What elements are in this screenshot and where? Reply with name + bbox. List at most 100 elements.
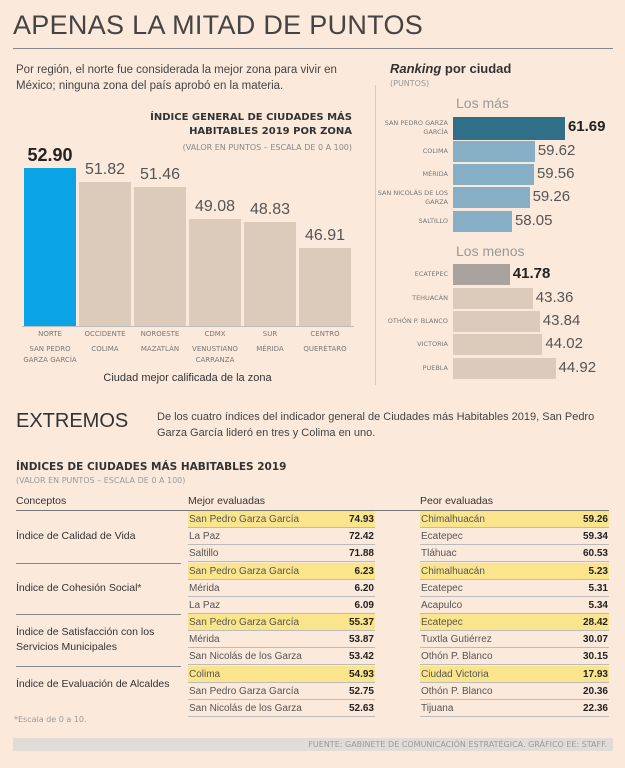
zone-bar xyxy=(134,187,186,326)
ranking-bar-value: 43.36 xyxy=(535,289,574,306)
concept-label: Índice de Calidad de Vida xyxy=(16,530,136,542)
ranking-city-label: SALTILLO xyxy=(418,217,448,225)
best-row: Mérida 53.87 xyxy=(188,631,375,648)
worst-value: 22.36 xyxy=(582,702,608,714)
worst-city: Ciudad Victoria xyxy=(421,668,489,680)
ranking-title-italic: Ranking xyxy=(390,61,442,76)
group-label-1: Los menos xyxy=(456,243,525,259)
ranking-bar xyxy=(453,358,556,379)
best-city: San Nicolás de los Garza xyxy=(189,702,302,714)
zone-category-label: CDMX xyxy=(204,330,226,338)
best-row: San Nicolás de los Garza 53.42 xyxy=(188,648,375,665)
group-label-0: Los más xyxy=(456,95,509,111)
zone-bar-value: 51.46 xyxy=(139,166,181,184)
title-rule xyxy=(13,48,613,49)
best-value: 55.37 xyxy=(348,617,374,628)
worst-row: Acapulco 5.34 xyxy=(420,597,609,614)
zone-bar-value: 51.82 xyxy=(84,161,126,179)
ranking-bar xyxy=(453,187,530,208)
zone-city-label: QUERÉTARO xyxy=(303,345,347,353)
extremos-title: EXTREMOS xyxy=(16,410,129,432)
ranking-bar xyxy=(453,141,535,162)
group-rule xyxy=(16,614,181,615)
zone-axis xyxy=(22,326,354,327)
ranking-city-label: ECATEPEC xyxy=(414,270,448,278)
worst-city: Chimalhuacán xyxy=(421,514,485,525)
worst-value: 60.53 xyxy=(582,548,608,559)
ranking-city-label: MÉRIDA xyxy=(422,170,449,178)
worst-row: Tláhuac 60.53 xyxy=(420,545,609,562)
zone-city-label: MÉRIDA xyxy=(256,345,284,353)
worst-value: 5.31 xyxy=(588,582,608,594)
best-row: La Paz 72.42 xyxy=(188,528,375,545)
ranking-bar xyxy=(453,334,543,355)
extremos-description: De los cuatro índices del indicador gene… xyxy=(157,411,595,439)
worst-value: 30.07 xyxy=(582,634,608,645)
worst-row: Ciudad Victoria 17.93 xyxy=(420,665,609,683)
zone-category-label: SUR xyxy=(262,330,278,338)
ranking-bar xyxy=(453,264,510,285)
section-divider xyxy=(375,85,376,385)
ranking-bar-value: 44.92 xyxy=(558,359,597,376)
worst-city: Ecatepec xyxy=(421,617,463,628)
best-value: 72.42 xyxy=(348,531,374,542)
best-city: Saltillo xyxy=(189,548,219,559)
ranking-title: Ranking por ciudad xyxy=(390,61,511,76)
best-row: Colima 54.93 xyxy=(188,665,375,683)
ranking-bar-value: 61.69 xyxy=(567,118,606,135)
worst-city: Othón P. Blanco xyxy=(421,651,493,662)
best-value: 52.63 xyxy=(348,702,374,714)
ranking-bar xyxy=(453,117,565,140)
worst-row: Chimalhuacán 5.23 xyxy=(420,562,609,580)
zone-category-label: CENTRO xyxy=(310,330,340,338)
ranking-city-label: SAN NICOLÁS DE LOS GARZA xyxy=(377,189,448,206)
zone-bar xyxy=(299,247,351,326)
concept-label: Índice de Evaluación de Alcaldes xyxy=(16,677,170,690)
best-city: San Pedro Garza García xyxy=(189,617,300,628)
worst-row: Tuxtla Gutiérrez 30.07 xyxy=(420,631,609,648)
zone-bar xyxy=(244,222,296,326)
ranking-bar xyxy=(453,288,533,309)
best-city: Mérida xyxy=(189,634,220,645)
ranking-bar xyxy=(453,164,534,185)
best-city: San Pedro Garza García xyxy=(189,514,300,525)
zone-chart-subtitle: (VALOR EN PUNTOS – ESCALA DE 0 A 100) xyxy=(182,143,352,152)
worst-row: Othón P. Blanco 30.15 xyxy=(420,648,609,665)
ranking-bar-value: 41.78 xyxy=(512,265,551,282)
best-city: San Pedro Garza García xyxy=(189,565,300,577)
worst-city: Tuxtla Gutiérrez xyxy=(421,634,492,645)
best-city: Colima xyxy=(189,668,221,680)
concept-label: Índice de Cohesión Social* xyxy=(16,581,142,594)
worst-city: Othón P. Blanco xyxy=(421,685,493,697)
worst-value: 30.15 xyxy=(582,651,608,662)
worst-row: Ecatepec 28.42 xyxy=(420,614,609,631)
worst-value: 5.23 xyxy=(588,565,608,577)
ranking-bar xyxy=(453,211,512,232)
ranking-city-label: COLIMA xyxy=(422,147,448,155)
best-row: Mérida 6.20 xyxy=(188,580,375,597)
best-row: Saltillo 71.88 xyxy=(188,545,375,562)
zone-bar-value: 49.08 xyxy=(194,197,236,215)
ranking-bar xyxy=(453,311,540,332)
best-value: 6.09 xyxy=(354,599,374,611)
best-value: 54.93 xyxy=(348,668,374,680)
table-title: ÍNDICES DE CIUDADES MÁS HABITABLES 2019 xyxy=(16,461,287,473)
page-title: APENAS LA MITAD DE PUNTOS xyxy=(13,10,424,40)
header-mejor: Mejor evaluadas xyxy=(188,495,266,507)
concept-label: Índice de Satisfacción con los Servicios… xyxy=(16,626,155,653)
best-value: 52.75 xyxy=(348,685,374,697)
zone-bar-value: 46.91 xyxy=(304,226,346,244)
zone-category-label: OCCIDENTE xyxy=(84,330,126,338)
ranking-bar-value: 44.02 xyxy=(545,335,583,352)
worst-row: Ecatepec 5.31 xyxy=(420,580,609,597)
best-value: 71.88 xyxy=(348,548,374,559)
ranking-title-rest: por ciudad xyxy=(441,61,512,76)
best-value: 6.23 xyxy=(354,565,374,577)
worst-row: Othón P. Blanco 20.36 xyxy=(420,683,609,700)
worst-city: Chimalhuacán xyxy=(421,565,485,577)
header-peor: Peor evaluadas xyxy=(420,495,493,507)
zone-city-label: SAN PEDRO GARZA GARCÍA xyxy=(23,345,77,364)
ranking-bar-value: 59.26 xyxy=(532,188,571,205)
worst-row: Ecatepec 59.34 xyxy=(420,528,609,545)
best-city: San Nicolás de los Garza xyxy=(189,651,302,662)
